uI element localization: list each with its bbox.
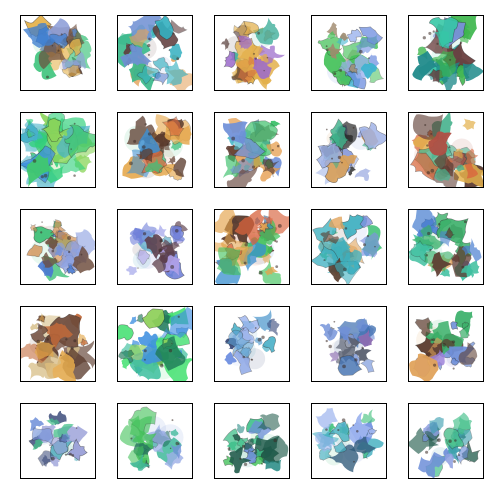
- abstract-blob-image: [312, 404, 386, 478]
- sample-tile: [20, 112, 96, 188]
- sample-tile: [20, 209, 96, 285]
- abstract-blob-image: [215, 210, 289, 284]
- abstract-blob-image: [21, 210, 95, 284]
- abstract-blob-image: [409, 404, 483, 478]
- sample-tile: [20, 403, 96, 479]
- abstract-blob-image: [21, 16, 95, 90]
- sample-tile: [20, 15, 96, 91]
- sample-tile: [311, 306, 387, 382]
- sample-tile: [214, 15, 290, 91]
- abstract-blob-image: [215, 113, 289, 187]
- abstract-blob-image: [312, 210, 386, 284]
- abstract-blob-image: [312, 113, 386, 187]
- abstract-blob-image: [409, 16, 483, 90]
- abstract-blob-image: [409, 307, 483, 381]
- sample-tile: [117, 15, 193, 91]
- sample-tile: [214, 403, 290, 479]
- sample-tile: [117, 306, 193, 382]
- abstract-blob-image: [215, 16, 289, 90]
- sample-tile: [311, 403, 387, 479]
- abstract-blob-image: [409, 210, 483, 284]
- sample-tile: [311, 209, 387, 285]
- sample-tile: [117, 209, 193, 285]
- sample-tile: [117, 403, 193, 479]
- abstract-blob-image: [215, 307, 289, 381]
- abstract-blob-image: [409, 113, 483, 187]
- sample-tile: [214, 209, 290, 285]
- abstract-blob-image: [118, 16, 192, 90]
- sample-tile: [408, 209, 484, 285]
- sample-tile: [408, 403, 484, 479]
- abstract-blob-image: [118, 210, 192, 284]
- sample-tile: [408, 15, 484, 91]
- abstract-blob-image: [21, 113, 95, 187]
- sample-tile: [408, 306, 484, 382]
- sample-tile: [214, 306, 290, 382]
- abstract-blob-image: [215, 404, 289, 478]
- abstract-blob-image: [21, 307, 95, 381]
- sample-tile: [408, 112, 484, 188]
- sample-tile: [311, 15, 387, 91]
- abstract-blob-image: [312, 307, 386, 381]
- sample-tile: [20, 306, 96, 382]
- sample-tile: [311, 112, 387, 188]
- sample-tile: [214, 112, 290, 188]
- abstract-blob-image: [312, 16, 386, 90]
- abstract-blob-image: [118, 404, 192, 478]
- abstract-blob-image: [118, 113, 192, 187]
- sample-tile: [117, 112, 193, 188]
- abstract-blob-image: [118, 307, 192, 381]
- abstract-blob-image: [21, 404, 95, 478]
